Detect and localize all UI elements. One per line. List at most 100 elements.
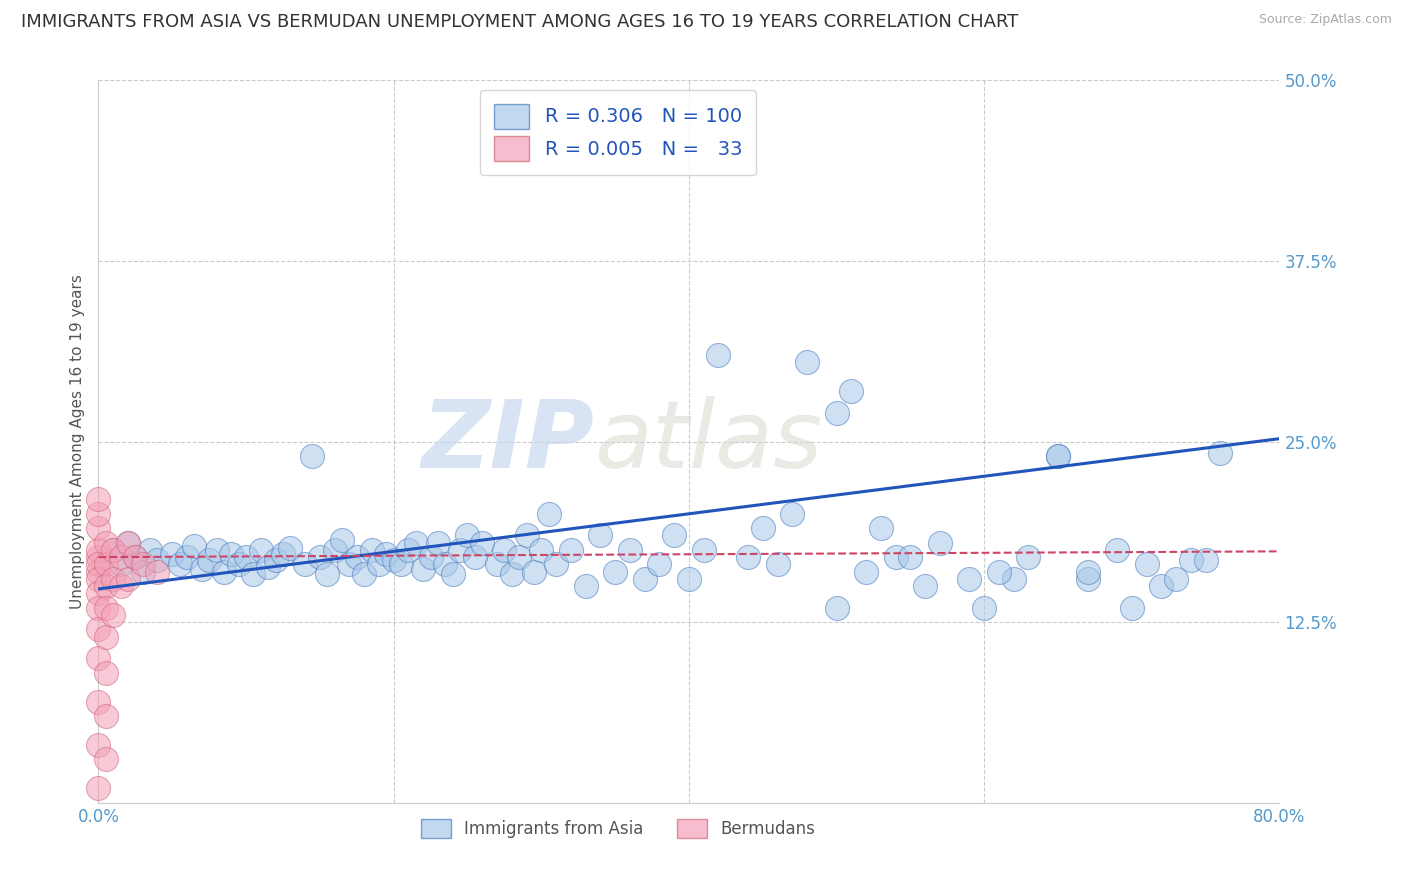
Point	[419, 550, 441, 565]
Point	[619, 542, 641, 557]
Point	[1166, 572, 1188, 586]
Point	[87, 600, 110, 615]
Point	[825, 600, 848, 615]
Point	[94, 558, 117, 572]
Point	[94, 665, 117, 680]
Point	[87, 521, 110, 535]
Point	[87, 651, 110, 665]
Point	[132, 565, 155, 579]
Point	[368, 558, 391, 572]
Point	[546, 558, 568, 572]
Point	[841, 384, 863, 398]
Point	[117, 535, 139, 549]
Point	[87, 695, 110, 709]
Point	[87, 492, 110, 507]
Point	[988, 565, 1011, 579]
Point	[353, 567, 375, 582]
Point	[648, 558, 671, 572]
Point	[191, 562, 214, 576]
Point	[87, 623, 110, 637]
Point	[117, 535, 139, 549]
Point	[280, 541, 302, 556]
Point	[1077, 565, 1099, 579]
Point	[103, 542, 125, 557]
Point	[162, 547, 183, 561]
Point	[1077, 572, 1099, 586]
Point	[412, 562, 434, 576]
Point	[1107, 542, 1129, 557]
Point	[900, 550, 922, 565]
Point	[110, 558, 132, 572]
Point	[330, 533, 353, 547]
Point	[87, 565, 110, 579]
Point	[146, 565, 169, 579]
Point	[914, 579, 936, 593]
Point	[782, 507, 804, 521]
Point	[117, 572, 139, 586]
Point	[87, 550, 110, 565]
Point	[94, 579, 117, 593]
Point	[316, 567, 339, 582]
Point	[87, 586, 110, 600]
Point	[1180, 553, 1202, 567]
Point	[198, 553, 221, 567]
Point	[264, 553, 287, 567]
Point	[1209, 446, 1232, 460]
Point	[537, 507, 560, 521]
Point	[176, 550, 198, 565]
Point	[1046, 449, 1070, 463]
Point	[294, 558, 316, 572]
Text: IMMIGRANTS FROM ASIA VS BERMUDAN UNEMPLOYMENT AMONG AGES 16 TO 19 YEARS CORRELAT: IMMIGRANTS FROM ASIA VS BERMUDAN UNEMPLO…	[21, 13, 1018, 31]
Point	[398, 542, 420, 557]
Text: atlas: atlas	[595, 396, 823, 487]
Point	[464, 550, 486, 565]
Point	[884, 550, 907, 565]
Point	[339, 558, 361, 572]
Point	[94, 752, 117, 766]
Point	[516, 528, 538, 542]
Point	[471, 535, 494, 549]
Legend: Immigrants from Asia, Bermudans: Immigrants from Asia, Bermudans	[415, 813, 823, 845]
Point	[501, 567, 523, 582]
Point	[1046, 449, 1070, 463]
Point	[530, 542, 553, 557]
Point	[1002, 572, 1025, 586]
Point	[94, 600, 117, 615]
Point	[1018, 550, 1040, 565]
Point	[103, 572, 125, 586]
Point	[434, 558, 457, 572]
Point	[870, 521, 893, 535]
Point	[796, 355, 818, 369]
Point	[707, 348, 730, 362]
Point	[508, 550, 530, 565]
Point	[169, 558, 191, 572]
Point	[605, 565, 627, 579]
Point	[427, 535, 450, 549]
Point	[235, 550, 257, 565]
Point	[94, 630, 117, 644]
Point	[250, 542, 273, 557]
Point	[221, 547, 243, 561]
Point	[405, 535, 427, 549]
Point	[1195, 553, 1218, 567]
Point	[132, 558, 155, 572]
Point	[103, 607, 125, 622]
Point	[855, 565, 877, 579]
Point	[560, 542, 582, 557]
Point	[589, 528, 612, 542]
Point	[737, 550, 759, 565]
Point	[449, 542, 471, 557]
Point	[678, 572, 700, 586]
Point	[973, 600, 995, 615]
Point	[139, 542, 162, 557]
Point	[664, 528, 686, 542]
Point	[825, 406, 848, 420]
Y-axis label: Unemployment Among Ages 16 to 19 years: Unemployment Among Ages 16 to 19 years	[69, 274, 84, 609]
Point	[389, 558, 412, 572]
Point	[382, 553, 405, 567]
Point	[959, 572, 981, 586]
Point	[87, 572, 110, 586]
Point	[375, 547, 398, 561]
Point	[1150, 579, 1173, 593]
Point	[205, 542, 228, 557]
